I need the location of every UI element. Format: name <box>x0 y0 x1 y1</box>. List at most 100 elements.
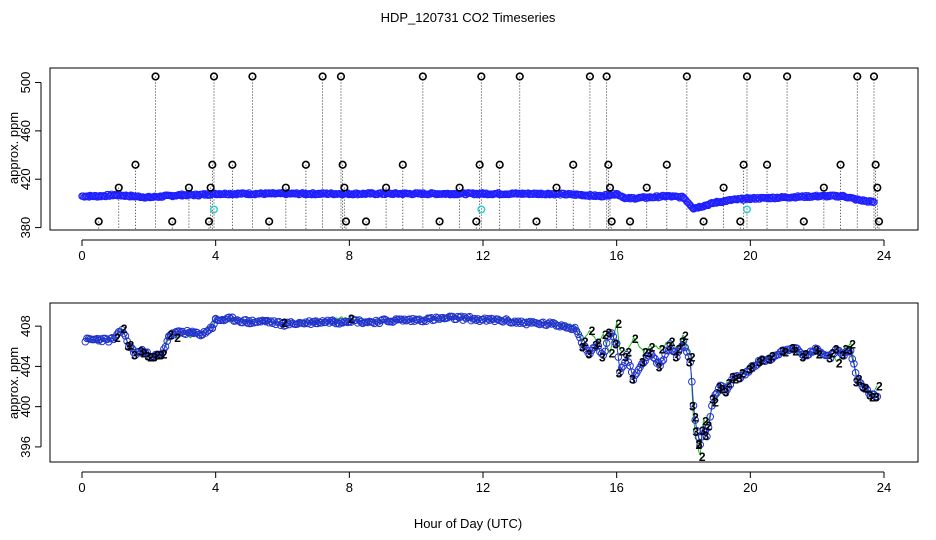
series-3-point <box>865 389 873 398</box>
outlier-point <box>607 217 616 226</box>
series-3-point <box>168 329 177 337</box>
series-3-point <box>617 364 626 372</box>
series-3-point <box>208 324 217 333</box>
series-3-point <box>602 339 611 347</box>
series-3-point <box>751 362 760 371</box>
baseline-point <box>702 201 710 210</box>
series-3-point <box>158 349 166 358</box>
outlier-point <box>418 72 427 81</box>
y-tick-label: 404 <box>18 356 33 378</box>
series-3-point <box>639 359 648 367</box>
series-3-point <box>400 315 409 324</box>
flagged-point <box>209 205 218 214</box>
series-2-marker: 2 <box>595 336 602 350</box>
outlier-point <box>209 72 219 81</box>
x-tick-label: 0 <box>78 480 85 495</box>
series-2-marker: 2 <box>582 335 589 349</box>
series-2-marker: 2 <box>127 338 134 352</box>
series-3-point <box>861 383 870 392</box>
series-3-point <box>708 402 716 410</box>
series-3-marker: 3 <box>846 343 853 357</box>
outlier-point <box>318 72 327 81</box>
series-3-point <box>566 324 574 332</box>
flagged-point <box>742 205 751 214</box>
y-tick-label: 380 <box>18 217 33 239</box>
series-3-marker: 3 <box>699 424 706 438</box>
series-3-marker: 3 <box>629 372 636 386</box>
outlier-point <box>361 217 371 226</box>
y-axis-label-top: approx. ppm <box>6 112 21 184</box>
baseline-point <box>868 197 877 206</box>
series-3-point <box>678 342 686 350</box>
baseline-point <box>479 189 487 198</box>
series-3-marker: 3 <box>131 348 138 362</box>
series-2-marker: 2 <box>696 438 703 452</box>
series-3-marker: 3 <box>729 370 736 384</box>
series-3-marker: 3 <box>138 344 145 358</box>
series-3-point <box>706 412 715 421</box>
series-2-marker: 2 <box>682 329 689 343</box>
series-3-point <box>644 351 653 360</box>
baseline-point <box>201 191 209 199</box>
series-3-point <box>592 340 601 348</box>
series-3-point <box>724 383 733 391</box>
outlier-point <box>340 183 349 192</box>
outlier-point <box>381 183 391 192</box>
outlier-point <box>569 160 578 169</box>
spike-lines <box>98 76 880 230</box>
outlier-point <box>208 160 217 169</box>
baseline-point <box>215 190 223 198</box>
series-3-point <box>460 313 469 321</box>
baseline-point <box>389 190 397 199</box>
outlier-point <box>94 217 103 226</box>
series-2-marker: 2 <box>802 347 809 361</box>
baseline-point <box>220 190 228 198</box>
series-2-marker: 2 <box>863 382 870 396</box>
outlier-point <box>782 72 792 81</box>
baseline-point <box>832 193 840 201</box>
outlier-point <box>799 217 808 226</box>
series-3-point <box>225 313 233 322</box>
series-2-marker: 2 <box>719 383 726 397</box>
series-3-point <box>763 355 771 364</box>
baseline-point <box>326 190 334 198</box>
baseline-point <box>316 189 325 197</box>
series-3-point <box>546 318 554 327</box>
series-3-point <box>671 348 679 356</box>
series-2-marker: 2 <box>161 347 168 361</box>
series-3-point <box>841 348 850 356</box>
series-2-marker: 2 <box>602 328 609 342</box>
series-2-marker: 2 <box>749 360 756 374</box>
series-2-marker: 2 <box>843 342 850 356</box>
series-3-point <box>621 358 629 367</box>
series-3-marker: 3 <box>716 381 723 395</box>
x-tick-label: 12 <box>476 480 490 495</box>
series-3-point <box>681 343 689 352</box>
outlier-point <box>819 183 828 192</box>
series-3-point <box>704 423 713 432</box>
series-3-point <box>873 392 882 401</box>
series-3-point <box>654 358 663 366</box>
outlier-point <box>477 72 486 81</box>
y-tick-label: 500 <box>18 72 33 94</box>
outlier-point <box>605 183 615 192</box>
series-3-point <box>612 339 621 348</box>
baseline-point <box>95 192 103 201</box>
baseline-point <box>185 191 193 199</box>
outlier-point <box>604 160 613 169</box>
x-tick-label: 20 <box>743 480 757 495</box>
series-3-point <box>108 333 116 342</box>
series-2-marker: 2 <box>121 322 128 336</box>
series-3-point <box>771 352 780 360</box>
x-tick-label: 16 <box>609 248 623 263</box>
x-tick-label: 0 <box>78 248 85 263</box>
series-3-point <box>161 342 170 351</box>
series-3-point <box>571 323 579 332</box>
series-2-marker: 2 <box>141 346 148 360</box>
outlier-point <box>131 160 140 169</box>
series-2-marker: 2 <box>625 345 632 359</box>
outlier-point <box>532 217 541 226</box>
series-3-point <box>631 371 639 380</box>
